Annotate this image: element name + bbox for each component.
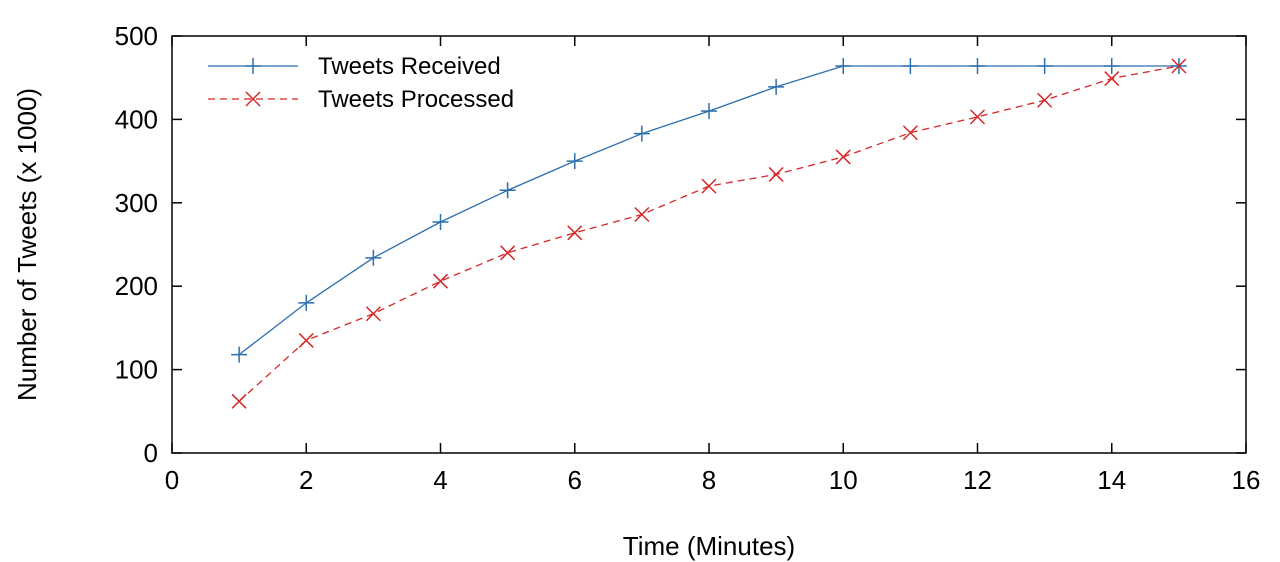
legend-item-tweets-received: Tweets Received <box>208 53 501 80</box>
data-point-tweets-received <box>499 182 516 199</box>
data-point-tweets-processed <box>567 225 583 241</box>
x-axis-title: Time (Minutes) <box>623 531 795 561</box>
legend-label: Tweets Processed <box>318 86 514 113</box>
x-tick-label: 14 <box>1097 465 1126 495</box>
marker-stroke <box>701 178 717 194</box>
data-point-tweets-received <box>633 125 650 142</box>
marker-stroke <box>500 245 516 261</box>
y-tick-label: 500 <box>115 21 158 51</box>
data-point-tweets-received <box>298 294 315 311</box>
x-tick-label: 8 <box>702 465 716 495</box>
data-point-tweets-received <box>365 249 382 266</box>
data-point-tweets-received <box>768 78 785 95</box>
y-axis-title: Number of Tweets (x 1000) <box>12 88 42 401</box>
data-point-tweets-received <box>1103 58 1120 75</box>
data-point-tweets-received <box>835 58 852 75</box>
data-point-tweets-processed <box>768 166 784 182</box>
y-tick-label: 300 <box>115 188 158 218</box>
marker-stroke <box>432 273 449 289</box>
data-point-tweets-received <box>701 103 717 120</box>
marker-stroke <box>768 166 784 182</box>
data-point-tweets-processed <box>432 273 449 289</box>
legend-item-tweets-processed: Tweets Processed <box>208 86 514 113</box>
series-tweets-processed <box>231 58 1187 409</box>
marker-stroke <box>969 109 986 125</box>
data-point-tweets-received <box>566 153 583 170</box>
data-point-tweets-processed <box>1171 58 1187 74</box>
data-point-tweets-processed <box>902 125 918 141</box>
legend-marker <box>245 91 261 107</box>
x-tick-label: 6 <box>568 465 582 495</box>
marker-stroke <box>365 306 381 322</box>
y-tick-label: 200 <box>115 271 158 301</box>
x-tick-label: 2 <box>299 465 313 495</box>
data-point-tweets-received <box>902 58 919 75</box>
x-tick-label: 10 <box>829 465 858 495</box>
series-layer <box>231 58 1187 409</box>
data-point-tweets-received <box>969 58 986 75</box>
y-tick-label: 100 <box>115 355 158 385</box>
data-point-tweets-processed <box>1104 71 1120 87</box>
data-point-tweets-processed <box>1037 92 1053 108</box>
y-tick-label: 0 <box>144 438 158 468</box>
marker-stroke <box>245 91 261 107</box>
data-point-tweets-processed <box>365 306 381 322</box>
data-point-tweets-received <box>231 346 248 363</box>
marker-stroke <box>1037 92 1053 108</box>
legend-marker <box>245 58 261 74</box>
series-tweets-received <box>231 58 1187 363</box>
x-tick-label: 4 <box>433 465 447 495</box>
marker-stroke <box>835 149 851 165</box>
legend-label: Tweets Received <box>318 53 501 80</box>
marker-stroke <box>1171 58 1187 74</box>
data-point-tweets-processed <box>701 178 717 194</box>
data-point-tweets-received <box>1036 58 1053 75</box>
x-axis: 0 2 4 6 8 10 12 14 16 <box>165 36 1261 495</box>
data-point-tweets-processed <box>500 245 516 261</box>
x-tick-label: 16 <box>1232 465 1261 495</box>
data-point-tweets-processed <box>634 206 650 223</box>
marker-stroke <box>231 393 247 409</box>
marker-stroke <box>298 332 314 348</box>
marker-stroke <box>567 225 583 241</box>
x-tick-label: 0 <box>165 465 179 495</box>
data-point-tweets-processed <box>835 149 851 165</box>
x-tick-label: 12 <box>963 465 992 495</box>
y-axis: 0 100 200 300 400 500 <box>115 21 1246 468</box>
data-point-tweets-processed <box>969 109 986 125</box>
y-tick-label: 400 <box>115 104 158 134</box>
marker-stroke <box>634 206 650 223</box>
data-point-tweets-processed <box>298 332 314 348</box>
data-point-tweets-received <box>432 213 449 230</box>
legend: Tweets Received Tweets Processed <box>208 53 514 113</box>
data-point-tweets-processed <box>231 393 247 409</box>
marker-stroke <box>902 125 918 141</box>
marker-stroke <box>1104 71 1120 87</box>
